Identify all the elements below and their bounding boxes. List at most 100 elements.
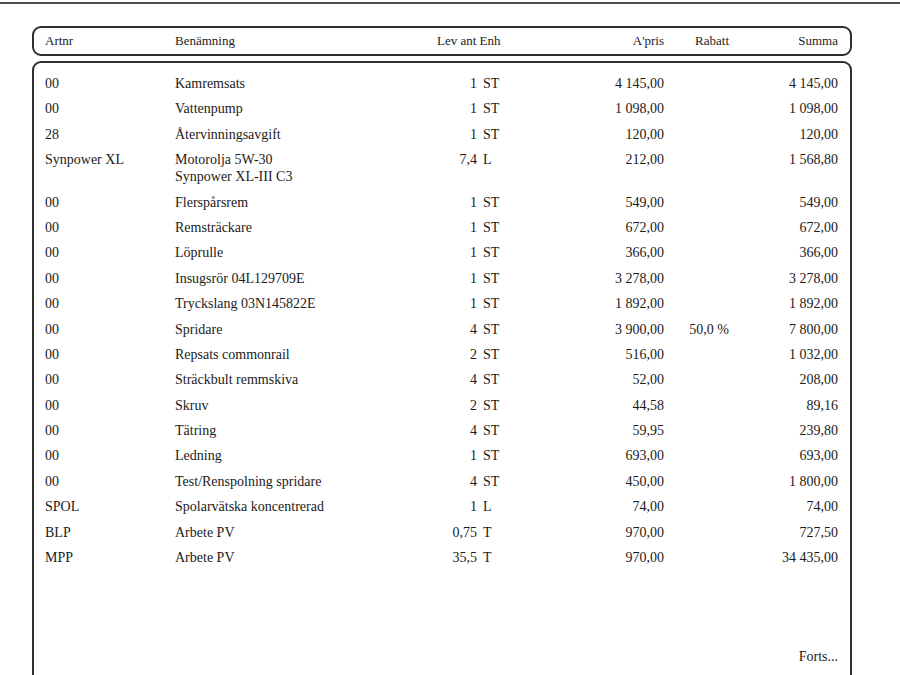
row-benamning: Återvinningsavgift — [175, 122, 281, 147]
row-lev-ant: 4 — [374, 469, 477, 494]
page-top-rule — [0, 2, 900, 4]
table-row: 00 Remsträckare 1 ST 672,00 672,00 — [34, 215, 850, 240]
row-benamning: Flerspårsrem — [175, 190, 248, 215]
row-summa: 208,00 — [722, 367, 838, 392]
row-benamning-line: Återvinningsavgift — [175, 122, 281, 147]
row-lev-ant: 4 — [374, 418, 477, 443]
row-benamning-line: Arbete PV — [175, 520, 235, 545]
row-apris: 1 892,00 — [529, 291, 664, 316]
row-summa: 239,80 — [722, 418, 838, 443]
row-enh: ST — [483, 240, 499, 265]
row-enh: ST — [483, 393, 499, 418]
continuation-label: Forts... — [722, 648, 838, 666]
row-enh: ST — [483, 317, 499, 342]
row-lev-ant: 4 — [374, 367, 477, 392]
row-apris: 212,00 — [529, 147, 664, 172]
row-summa: 693,00 — [722, 443, 838, 468]
row-artnr: 00 — [45, 266, 59, 291]
row-benamning: Kamremsats — [175, 71, 245, 96]
row-artnr: 00 — [45, 291, 59, 316]
row-benamning-line: Synpower XL-III C3 — [175, 168, 292, 185]
row-benamning: Tryckslang 03N145822E — [175, 291, 316, 316]
row-enh: ST — [483, 266, 499, 291]
row-benamning: Remsträckare — [175, 215, 252, 240]
row-benamning-line: Löprulle — [175, 240, 223, 265]
table-row: 00 Ledning 1 ST 693,00 693,00 — [34, 443, 850, 468]
row-benamning: Repsats commonrail — [175, 342, 290, 367]
row-artnr: 00 — [45, 190, 59, 215]
row-summa: 89,16 — [722, 393, 838, 418]
row-benamning-line: Kamremsats — [175, 71, 245, 96]
table-row: 28 Återvinningsavgift 1 ST 120,00 120,00 — [34, 122, 850, 147]
row-summa: 4 145,00 — [722, 71, 838, 96]
row-apris: 74,00 — [529, 494, 664, 519]
row-summa: 1 800,00 — [722, 469, 838, 494]
row-summa: 3 278,00 — [722, 266, 838, 291]
row-apris: 59,95 — [529, 418, 664, 443]
row-artnr: BLP — [45, 520, 71, 545]
column-header-rabatt: Rabatt — [664, 28, 729, 54]
row-summa: 34 435,00 — [722, 545, 838, 570]
row-summa: 74,00 — [722, 494, 838, 519]
row-summa: 1 568,80 — [722, 147, 838, 172]
row-artnr: 00 — [45, 469, 59, 494]
row-artnr: Synpower XL — [45, 147, 124, 172]
row-benamning-line: Sträckbult remmskiva — [175, 367, 298, 392]
row-enh: ST — [483, 367, 499, 392]
row-benamning: Spridare — [175, 317, 222, 342]
row-lev-ant: 1 — [374, 122, 477, 147]
row-summa: 727,50 — [722, 520, 838, 545]
table-header: Artnr Benämning Lev ant Enh A'pris Rabat… — [32, 26, 852, 56]
row-artnr: 00 — [45, 96, 59, 121]
column-header-artnr: Artnr — [45, 28, 73, 54]
invoice-page: Artnr Benämning Lev ant Enh A'pris Rabat… — [0, 0, 900, 675]
row-benamning: Vattenpump — [175, 96, 243, 121]
row-artnr: MPP — [45, 545, 73, 570]
row-artnr: 00 — [45, 418, 59, 443]
row-enh: L — [483, 494, 492, 519]
row-benamning-line: Insugsrör 04L129709E — [175, 266, 305, 291]
row-artnr: 00 — [45, 393, 59, 418]
row-enh: ST — [483, 469, 499, 494]
row-enh: ST — [483, 190, 499, 215]
row-apris: 120,00 — [529, 122, 664, 147]
row-enh: T — [483, 520, 492, 545]
row-apris: 450,00 — [529, 469, 664, 494]
row-apris: 52,00 — [529, 367, 664, 392]
row-benamning-line: Ledning — [175, 443, 222, 468]
row-lev-ant: 0,75 — [374, 520, 477, 545]
column-header-apris: A'pris — [529, 28, 664, 54]
row-enh: ST — [483, 122, 499, 147]
row-apris: 4 145,00 — [529, 71, 664, 96]
row-lev-ant: 1 — [374, 96, 477, 121]
row-apris: 516,00 — [529, 342, 664, 367]
row-enh: ST — [483, 96, 499, 121]
row-benamning: Tätring — [175, 418, 216, 443]
row-summa: 1 032,00 — [722, 342, 838, 367]
row-lev-ant: 35,5 — [374, 545, 477, 570]
row-lev-ant: 1 — [374, 71, 477, 96]
row-benamning: Arbete PV — [175, 545, 235, 570]
row-artnr: 00 — [45, 240, 59, 265]
row-benamning-line: Tryckslang 03N145822E — [175, 291, 316, 316]
row-artnr: 00 — [45, 317, 59, 342]
column-header-lev-ant-enh: Lev ant Enh — [437, 28, 501, 54]
row-benamning-line: Arbete PV — [175, 545, 235, 570]
row-artnr: 00 — [45, 443, 59, 468]
row-lev-ant: 1 — [374, 443, 477, 468]
row-lev-ant: 2 — [374, 393, 477, 418]
row-benamning-line: Repsats commonrail — [175, 342, 290, 367]
row-lev-ant: 1 — [374, 494, 477, 519]
row-lev-ant: 1 — [374, 291, 477, 316]
row-artnr: 00 — [45, 71, 59, 96]
row-benamning: Löprulle — [175, 240, 223, 265]
row-benamning: Spolarvätska koncentrerad — [175, 494, 324, 519]
row-benamning-line: Skruv — [175, 393, 208, 418]
row-enh: ST — [483, 215, 499, 240]
row-apris: 3 278,00 — [529, 266, 664, 291]
row-benamning-line: Test/Renspolning spridare — [175, 469, 321, 494]
row-benamning-line: Tätring — [175, 418, 216, 443]
table-row: 00 Insugsrör 04L129709E 1 ST 3 278,00 3 … — [34, 266, 850, 291]
row-benamning: Insugsrör 04L129709E — [175, 266, 305, 291]
row-benamning-line: Motorolja 5W-30 — [175, 151, 292, 168]
